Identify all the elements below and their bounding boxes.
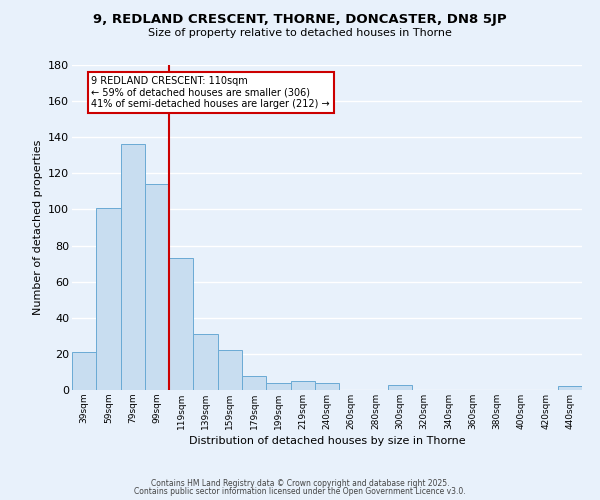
Text: 9 REDLAND CRESCENT: 110sqm
← 59% of detached houses are smaller (306)
41% of sem: 9 REDLAND CRESCENT: 110sqm ← 59% of deta…	[91, 76, 330, 109]
Bar	[290, 381, 315, 390]
Text: Contains public sector information licensed under the Open Government Licence v3: Contains public sector information licen…	[134, 487, 466, 496]
Y-axis label: Number of detached properties: Number of detached properties	[32, 140, 43, 315]
Bar	[388, 384, 412, 390]
Bar	[145, 184, 169, 390]
Bar	[218, 350, 242, 390]
Bar	[315, 383, 339, 390]
Bar	[169, 258, 193, 390]
Text: 9, REDLAND CRESCENT, THORNE, DONCASTER, DN8 5JP: 9, REDLAND CRESCENT, THORNE, DONCASTER, …	[93, 12, 507, 26]
Bar	[121, 144, 145, 390]
X-axis label: Distribution of detached houses by size in Thorne: Distribution of detached houses by size …	[188, 436, 466, 446]
Bar	[72, 352, 96, 390]
Text: Size of property relative to detached houses in Thorne: Size of property relative to detached ho…	[148, 28, 452, 38]
Bar	[193, 334, 218, 390]
Bar	[242, 376, 266, 390]
Bar	[266, 383, 290, 390]
Bar	[96, 208, 121, 390]
Bar	[558, 386, 582, 390]
Text: Contains HM Land Registry data © Crown copyright and database right 2025.: Contains HM Land Registry data © Crown c…	[151, 478, 449, 488]
